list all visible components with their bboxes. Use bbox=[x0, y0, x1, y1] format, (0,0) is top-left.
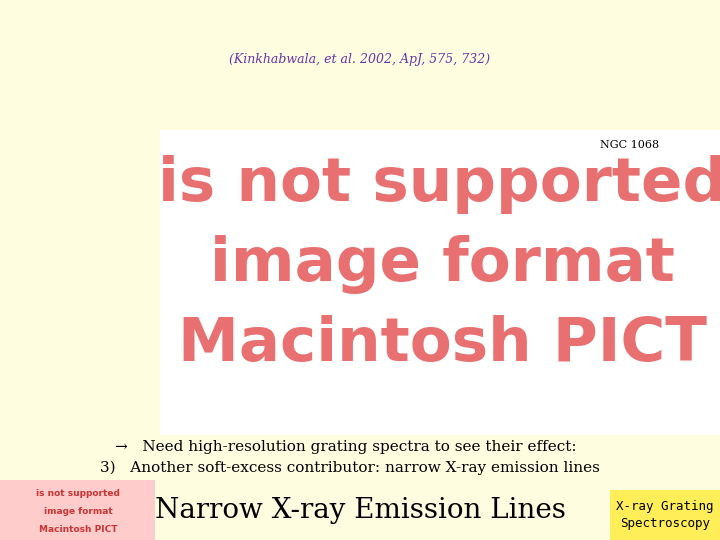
Text: →   Need high-resolution grating spectra to see their effect:: → Need high-resolution grating spectra t… bbox=[115, 440, 577, 454]
Text: X-ray Grating
Spectroscopy: X-ray Grating Spectroscopy bbox=[616, 500, 714, 530]
Bar bbox=[160, 130, 720, 435]
Text: is not supported: is not supported bbox=[36, 489, 120, 498]
Text: Macintosh PICT: Macintosh PICT bbox=[39, 525, 117, 535]
Text: (Kinkhabwala, et al. 2002, ApJ, 575, 732): (Kinkhabwala, et al. 2002, ApJ, 575, 732… bbox=[230, 53, 490, 66]
Bar bbox=[0, 480, 155, 540]
Text: is not supported: is not supported bbox=[158, 156, 720, 214]
Text: Narrow X-ray Emission Lines: Narrow X-ray Emission Lines bbox=[155, 496, 565, 523]
Text: 3)   Another soft-excess contributor: narrow X-ray emission lines: 3) Another soft-excess contributor: narr… bbox=[100, 461, 600, 475]
Bar bbox=[610, 490, 720, 540]
Text: Macintosh PICT: Macintosh PICT bbox=[178, 315, 706, 375]
Text: NGC 1068: NGC 1068 bbox=[600, 140, 660, 150]
Text: image format: image format bbox=[44, 508, 112, 516]
Text: image format: image format bbox=[210, 235, 675, 294]
